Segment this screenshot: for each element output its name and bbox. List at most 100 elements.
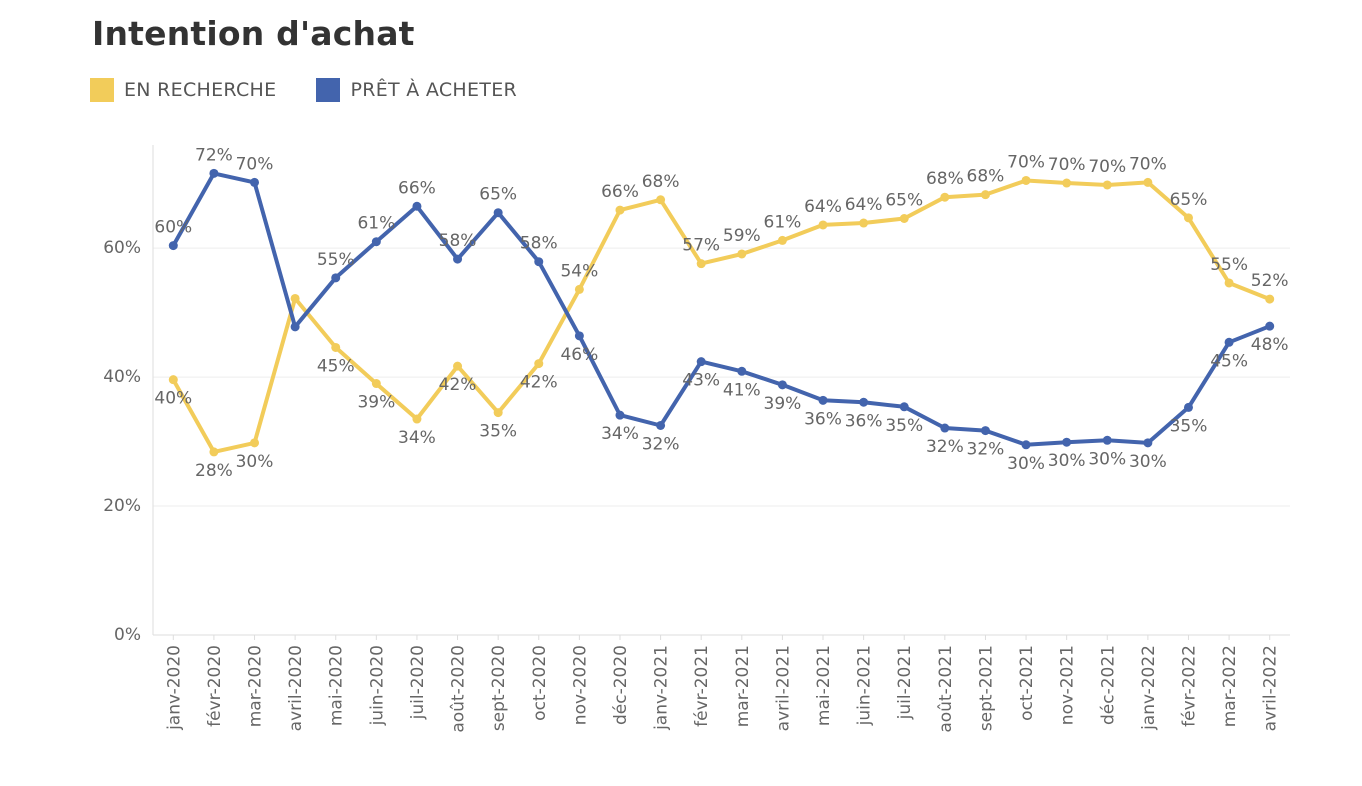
data-point-en-recherche	[656, 195, 666, 205]
legend-item-en-recherche[interactable]: EN RECHERCHE	[90, 78, 276, 102]
data-point-pret-a-acheter	[250, 177, 260, 187]
data-label-pret-a-acheter: 45%	[1210, 351, 1248, 371]
x-tick-label: mar-2021	[733, 645, 753, 727]
data-label-en-recherche: 52%	[1251, 271, 1289, 291]
data-label-en-recherche: 68%	[967, 167, 1005, 187]
data-label-en-recherche: 68%	[642, 172, 680, 192]
legend-swatch-pret-a-acheter	[316, 78, 341, 102]
data-label-en-recherche: 35%	[479, 422, 517, 442]
data-point-pret-a-acheter	[290, 322, 300, 332]
data-point-en-recherche	[980, 190, 990, 200]
data-label-pret-a-acheter: 65%	[479, 185, 517, 205]
x-tick-label: août-2020	[449, 645, 469, 733]
legend-swatch-en-recherche	[90, 78, 114, 102]
data-label-en-recherche: 61%	[764, 212, 802, 232]
x-tick-label: oct-2020	[530, 645, 550, 721]
data-point-en-recherche	[574, 284, 584, 294]
x-tick-label: févr-2020	[205, 645, 225, 727]
data-point-pret-a-acheter	[656, 420, 666, 430]
x-tick-label: févr-2021	[692, 645, 712, 727]
data-label-en-recherche: 57%	[682, 236, 720, 256]
x-tick-label: juil-2020	[408, 645, 428, 720]
chart-title: Intention d'achat	[92, 14, 415, 53]
data-label-en-recherche: 70%	[1048, 155, 1086, 175]
data-label-pret-a-acheter: 30%	[1007, 454, 1045, 474]
x-tick-label: janv-2020	[164, 645, 184, 731]
data-label-pret-a-acheter: 70%	[236, 154, 274, 174]
data-point-en-recherche	[331, 342, 341, 352]
data-point-en-recherche	[899, 214, 909, 223]
data-point-en-recherche	[1143, 177, 1153, 187]
data-point-pret-a-acheter	[1224, 337, 1234, 347]
chart-legend: EN RECHERCHE PRÊT À ACHETER	[90, 78, 557, 102]
data-point-en-recherche	[1102, 180, 1112, 190]
x-tick-label: sept-2020	[489, 645, 509, 731]
data-label-en-recherche: 45%	[317, 356, 355, 376]
data-label-en-recherche: 34%	[398, 428, 436, 448]
y-tick-label: 20%	[103, 496, 141, 516]
data-point-pret-a-acheter	[1183, 402, 1193, 412]
x-tick-label: avril-2022	[1261, 645, 1281, 731]
data-label-pret-a-acheter: 60%	[154, 218, 192, 238]
data-label-en-recherche: 28%	[195, 461, 233, 481]
y-tick-label: 60%	[103, 238, 141, 258]
x-tick-label: mai-2021	[814, 645, 834, 726]
data-label-en-recherche: 39%	[357, 393, 395, 413]
legend-label-pret-a-acheter: PRÊT À ACHETER	[350, 79, 518, 101]
data-point-pret-a-acheter	[574, 331, 584, 341]
data-point-en-recherche	[209, 447, 219, 457]
data-point-en-recherche	[737, 249, 747, 259]
data-point-pret-a-acheter	[371, 237, 381, 247]
x-tick-label: août-2021	[936, 645, 956, 733]
data-label-pret-a-acheter: 30%	[1088, 449, 1126, 469]
data-point-en-recherche	[696, 259, 706, 269]
data-point-en-recherche	[818, 220, 828, 230]
data-point-pret-a-acheter	[940, 423, 950, 433]
data-point-en-recherche	[615, 205, 625, 215]
data-point-pret-a-acheter	[493, 208, 503, 218]
data-label-en-recherche: 64%	[845, 195, 883, 215]
data-point-pret-a-acheter	[453, 254, 463, 264]
series-line-en-recherche	[171, 178, 1272, 454]
data-label-pret-a-acheter: 58%	[439, 231, 477, 251]
data-label-en-recherche: 70%	[1007, 152, 1045, 172]
data-point-pret-a-acheter	[331, 273, 341, 283]
data-point-en-recherche	[940, 192, 950, 202]
data-point-pret-a-acheter	[1021, 440, 1031, 450]
data-label-en-recherche: 40%	[154, 389, 192, 409]
legend-item-pret-a-acheter[interactable]: PRÊT À ACHETER	[316, 78, 517, 102]
data-point-pret-a-acheter	[899, 402, 909, 412]
series-line-pret-a-acheter	[171, 171, 1272, 447]
x-tick-label: déc-2020	[611, 645, 631, 725]
data-point-en-recherche	[1183, 213, 1193, 223]
data-point-pret-a-acheter	[1143, 438, 1153, 448]
data-point-pret-a-acheter	[615, 410, 625, 420]
data-label-pret-a-acheter: 43%	[682, 371, 720, 391]
data-label-en-recherche: 59%	[723, 226, 761, 246]
data-point-pret-a-acheter	[534, 257, 544, 267]
data-point-en-recherche	[493, 408, 503, 418]
x-tick-label: déc-2021	[1098, 645, 1118, 725]
data-point-pret-a-acheter	[412, 201, 422, 211]
x-tick-label: mar-2022	[1220, 645, 1240, 727]
y-tick-label: 40%	[103, 367, 141, 387]
data-label-pret-a-acheter: 39%	[764, 394, 802, 414]
data-label-en-recherche: 30%	[236, 452, 274, 472]
data-point-pret-a-acheter	[737, 366, 747, 376]
data-label-en-recherche: 55%	[1210, 255, 1248, 275]
data-label-pret-a-acheter: 61%	[357, 214, 395, 234]
x-tick-label: oct-2021	[1017, 645, 1037, 721]
data-label-en-recherche: 54%	[560, 261, 598, 281]
data-label-pret-a-acheter: 32%	[642, 434, 680, 454]
x-tick-label: avril-2020	[286, 645, 306, 731]
data-point-en-recherche	[859, 218, 869, 228]
data-label-pret-a-acheter: 35%	[1170, 416, 1208, 436]
data-label-pret-a-acheter: 41%	[723, 380, 761, 400]
data-label-pret-a-acheter: 30%	[1129, 452, 1167, 472]
legend-label-en-recherche: EN RECHERCHE	[124, 79, 277, 101]
data-point-pret-a-acheter	[1265, 321, 1275, 331]
data-point-pret-a-acheter	[1062, 437, 1072, 447]
x-tick-label: juil-2021	[895, 645, 915, 720]
data-label-en-recherche: 42%	[439, 375, 477, 395]
x-tick-label: févr-2022	[1179, 645, 1199, 727]
